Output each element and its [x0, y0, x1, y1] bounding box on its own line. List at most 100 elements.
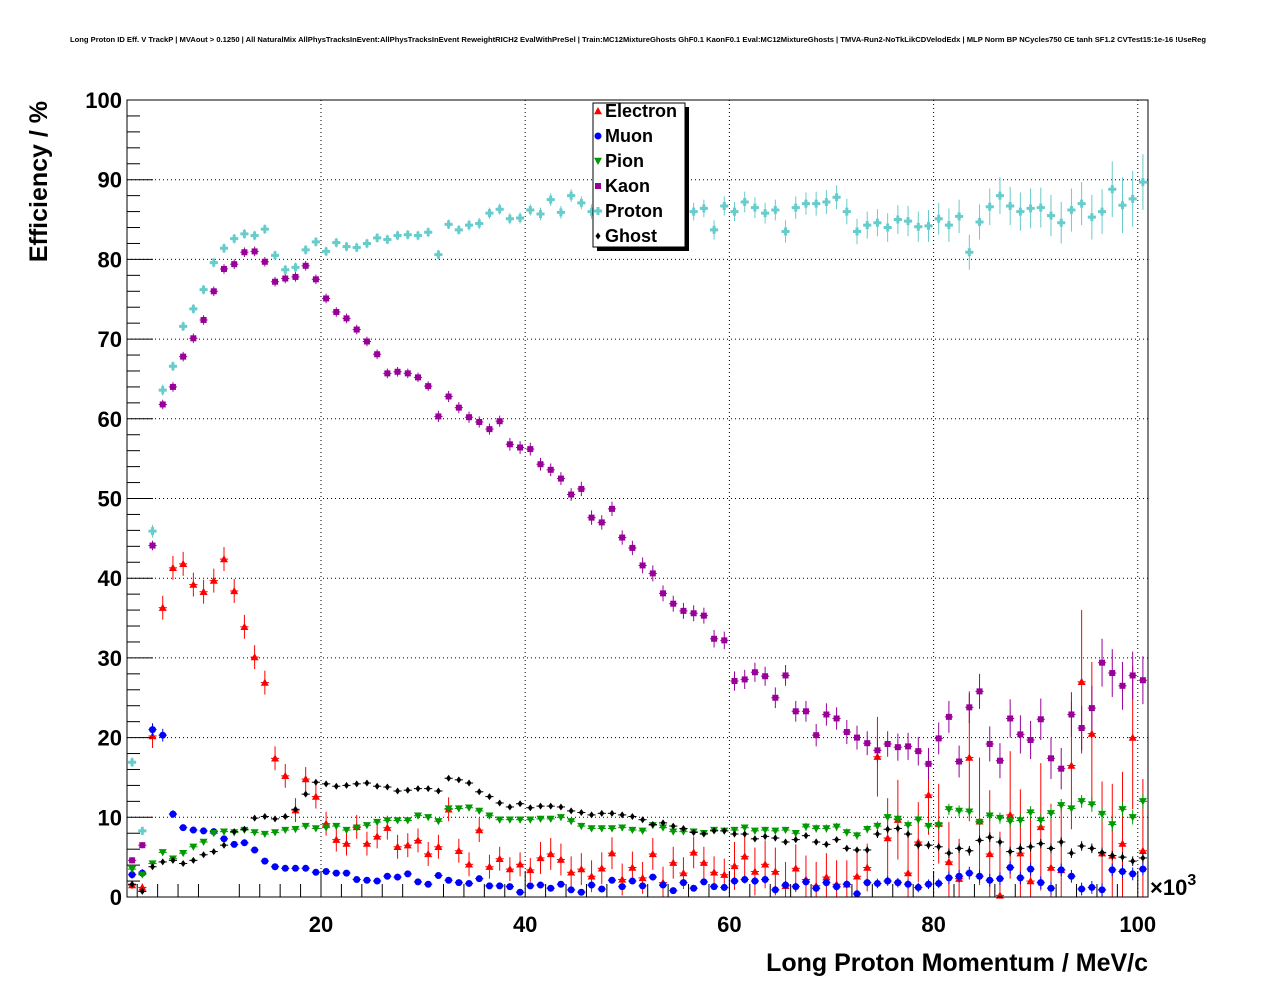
pion-point: [985, 812, 994, 820]
electron-point: [883, 834, 892, 842]
pion-point: [955, 807, 964, 815]
muon-point: [343, 869, 351, 877]
proton-point: [720, 202, 729, 211]
proton-point: [924, 221, 933, 230]
ghost-point: [803, 832, 809, 840]
electron-legend-marker: [594, 107, 602, 115]
ghost-point: [517, 800, 523, 808]
kaon-point: [486, 426, 493, 433]
ghost-point: [466, 779, 472, 787]
proton-point: [791, 203, 800, 212]
pion-point: [730, 826, 739, 835]
kaon-point: [129, 857, 136, 864]
proton-point: [955, 212, 964, 221]
proton-point: [1006, 202, 1015, 211]
muon-point: [189, 826, 197, 834]
ghost-point: [977, 836, 983, 844]
electron-point: [1006, 810, 1015, 819]
pion-point: [934, 822, 943, 830]
proton-point: [281, 265, 290, 274]
electron-point: [740, 852, 749, 860]
pion-point: [444, 805, 453, 813]
proton-point: [1026, 204, 1035, 213]
muon-point: [271, 863, 279, 871]
pion-point: [485, 812, 494, 820]
electron-point: [1077, 677, 1086, 686]
pion-point: [332, 822, 341, 831]
muon-point: [159, 731, 167, 739]
kaon-point: [261, 258, 268, 265]
ghost-point: [221, 841, 227, 849]
kaon-point: [905, 743, 912, 750]
muon-point: [332, 869, 340, 877]
kaon-point: [1048, 755, 1055, 762]
proton-point: [801, 199, 810, 208]
electron-point: [638, 873, 647, 882]
electron-point: [904, 869, 913, 877]
ghost-point: [680, 824, 686, 832]
kaon-point: [966, 704, 973, 711]
ghost-point: [1068, 849, 1074, 857]
pion-point: [791, 830, 800, 838]
pion-point: [158, 849, 167, 857]
electron-point: [546, 849, 555, 858]
electron-point: [628, 863, 637, 871]
muon-point: [261, 857, 269, 865]
y-tick-label: 10: [98, 805, 122, 830]
muon-point: [537, 881, 545, 889]
muon-point: [700, 878, 708, 886]
muon-point: [730, 877, 738, 885]
pion-point: [914, 816, 923, 824]
electron-point: [311, 792, 320, 800]
proton-point: [577, 198, 586, 207]
proton-series: [128, 154, 1147, 835]
pion-point: [199, 838, 208, 847]
ghost-point: [170, 856, 176, 864]
pion-legend-marker: [594, 157, 602, 165]
electron-point: [424, 849, 433, 858]
pion-point: [1087, 801, 1096, 809]
proton-point: [209, 258, 218, 267]
muon-point: [1006, 864, 1014, 872]
electron-point: [373, 832, 382, 840]
electron-point: [944, 857, 953, 866]
ghost-point: [946, 849, 952, 857]
kaon-point: [854, 734, 861, 741]
proton-point: [413, 231, 422, 240]
kaon-point: [557, 475, 564, 482]
ghost-point: [558, 803, 564, 811]
ghost-point: [905, 830, 911, 838]
kaon-point: [302, 262, 309, 269]
muon-point: [1118, 867, 1126, 875]
pion-point: [567, 818, 576, 826]
proton-point: [1128, 194, 1137, 203]
pion-point: [1098, 810, 1107, 819]
electron-point: [271, 754, 280, 762]
kaon-point: [690, 610, 697, 617]
pion-point: [546, 815, 555, 823]
muon-point: [669, 887, 677, 895]
proton-point: [1036, 203, 1045, 212]
pion-point: [1138, 798, 1147, 806]
ghost-point: [966, 847, 972, 855]
proton-point: [138, 826, 147, 835]
muon-point: [1098, 886, 1106, 894]
proton-point: [158, 386, 167, 395]
muon-point: [1027, 865, 1035, 873]
ghost-point: [813, 838, 819, 846]
muon-point: [843, 880, 851, 888]
kaon-point: [292, 273, 299, 280]
kaon-point: [639, 562, 646, 569]
electron-point: [505, 865, 514, 873]
pion-point: [587, 825, 596, 833]
muon-point: [1108, 866, 1116, 874]
muon-point: [588, 881, 596, 889]
kaon-point: [506, 441, 513, 448]
ghost-point: [354, 780, 360, 788]
proton-point: [689, 207, 698, 216]
kaon-point: [660, 590, 667, 597]
kaon-legend-label: Kaon: [605, 176, 650, 196]
muon-point: [1047, 884, 1055, 892]
proton-point: [710, 225, 719, 234]
ghost-point: [272, 815, 278, 823]
